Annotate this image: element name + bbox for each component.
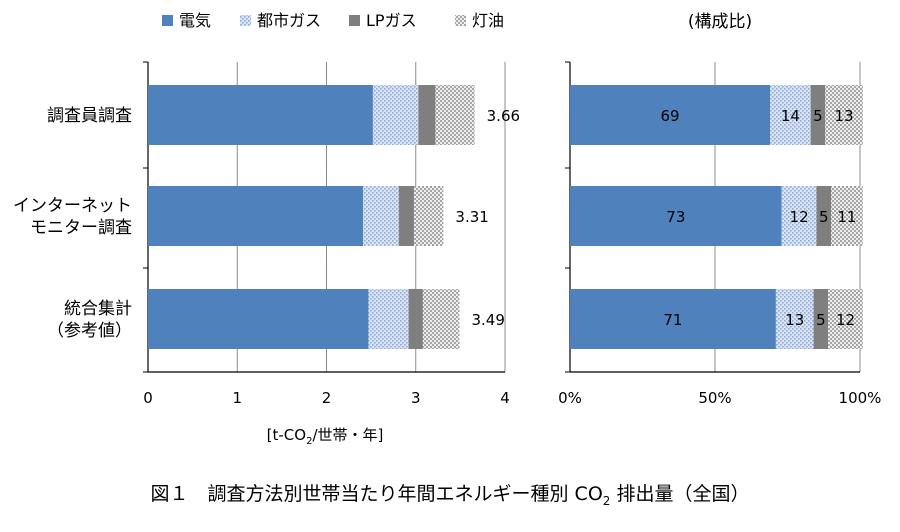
category-label: （参考値） (47, 321, 132, 341)
legend-label: 都市ガス (257, 11, 321, 30)
x-tick-label: 0% (558, 389, 582, 407)
bar-都市ガス-1 (372, 85, 419, 145)
data-label: 12 (790, 208, 809, 226)
bar-電気-1 (148, 85, 373, 145)
x-axis-title: [t-CO2/世帯・年] (267, 426, 384, 447)
data-label: 5 (819, 208, 829, 226)
data-label: 13 (835, 107, 854, 125)
category-label: 統合集計 (64, 299, 132, 319)
bar-灯油-3 (828, 289, 863, 349)
bar-灯油-2 (831, 186, 863, 246)
bar-lpガス-1 (810, 85, 826, 145)
legend-label: LPガス (366, 11, 417, 30)
bar-電気-2 (570, 186, 782, 246)
bar-電気-3 (148, 289, 369, 349)
category-label: モニター調査 (30, 218, 132, 238)
legend-item: 都市ガス (240, 11, 321, 30)
legend-swatch (162, 15, 173, 26)
x-tick-label: 4 (500, 389, 510, 407)
data-label: 5 (813, 107, 823, 125)
category-label: インターネット (13, 196, 132, 216)
legend-swatch (455, 15, 466, 26)
total-label: 3.31 (455, 208, 488, 226)
data-label: 11 (837, 208, 856, 226)
bar-lpガス-2 (398, 186, 414, 246)
bar-lpガス-1 (418, 85, 436, 145)
figure-caption: 図１ 調査方法別世帯当たり年間エネルギー種別 CO2 排出量（全国） (151, 483, 750, 508)
total-label: 3.66 (487, 107, 520, 125)
data-label: 73 (666, 208, 685, 226)
legend-label: 灯油 (472, 11, 504, 30)
x-tick-label: 1 (232, 389, 242, 407)
legend-item: 灯油 (455, 11, 504, 30)
bar-都市ガス-3 (368, 289, 409, 349)
data-label: 14 (781, 107, 800, 125)
legend: 電気 都市ガス LPガス 灯油 (162, 11, 504, 30)
bar-電気-3 (570, 289, 776, 349)
data-label: 5 (816, 311, 826, 329)
bar-灯油-1 (435, 85, 475, 145)
x-tick-label: 0 (143, 389, 153, 407)
emissions-chart: 0 1 2 3 4 3.66 3.31 3.49 (143, 61, 520, 407)
bar-都市ガス-2 (781, 186, 817, 246)
bar-電気-2 (148, 186, 364, 246)
bar-lpガス-2 (816, 186, 831, 246)
legend-item: 電気 (162, 11, 211, 30)
data-label: 13 (785, 311, 804, 329)
data-label: 71 (663, 311, 682, 329)
data-label: 69 (661, 107, 680, 125)
composition-chart: 0% 50% 100% 69 14 5 13 73 12 5 11 71 13 5 12 (558, 61, 882, 407)
x-tick-label: 100% (839, 389, 882, 407)
data-label: 12 (836, 311, 855, 329)
bar-灯油-2 (413, 186, 444, 246)
category-label: 調査員調査 (47, 106, 132, 126)
bar-都市ガス-3 (775, 289, 814, 349)
x-tick-label: 50% (698, 389, 731, 407)
x-tick-label: 2 (322, 389, 332, 407)
legend-swatch (349, 15, 360, 26)
legend-label: 電気 (179, 11, 211, 30)
legend-item: LPガス (349, 11, 417, 30)
total-label: 3.49 (471, 311, 504, 329)
legend-swatch (240, 15, 251, 26)
bar-電気-1 (570, 85, 771, 145)
bar-灯油-3 (422, 289, 460, 349)
x-tick-label: 3 (411, 389, 421, 407)
bar-都市ガス-2 (363, 186, 399, 246)
composition-chart-title: (構成比) (688, 12, 752, 32)
bar-灯油-1 (825, 85, 863, 145)
bar-都市ガス-1 (770, 85, 811, 145)
bar-lpガス-3 (813, 289, 829, 349)
bar-lpガス-3 (408, 289, 423, 349)
